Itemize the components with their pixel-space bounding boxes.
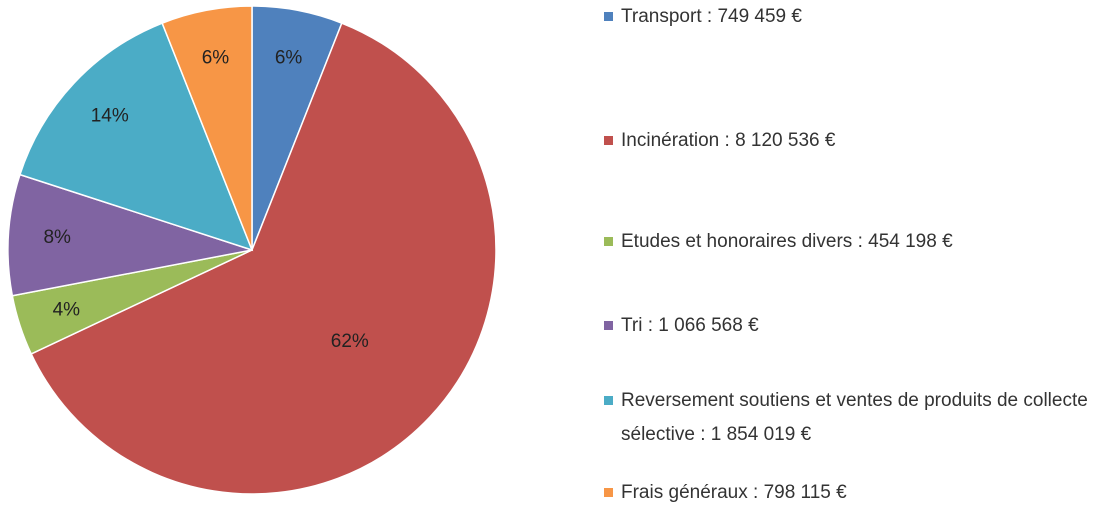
legend-label: Incinération : 8 120 536 € — [621, 130, 836, 151]
pie-slice — [30, 22, 497, 495]
slice-label: 4% — [53, 299, 81, 320]
legend-item: Reversement soutiens et ventes de produi… — [602, 384, 1112, 452]
legend-swatch — [604, 321, 613, 330]
slice-label: 6% — [202, 47, 230, 68]
legend-label: Reversement soutiens et ventes de produi… — [621, 390, 1088, 445]
pie-slice — [7, 173, 253, 297]
legend-swatch — [604, 136, 613, 145]
legend-label: Transport : 749 459 € — [621, 6, 802, 27]
legend-label: Etudes et honoraires divers : 454 198 € — [621, 231, 953, 252]
legend-label: Tri : 1 066 568 € — [621, 315, 759, 336]
pie-slice — [18, 22, 254, 252]
slice-label: 14% — [91, 105, 129, 126]
legend-item: Transport : 749 459 € — [602, 0, 1112, 34]
slice-label: 8% — [43, 227, 71, 248]
pie-chart: 6% 62% 4% 8% 14% 6% — [7, 5, 497, 495]
legend-item: Etudes et honoraires divers : 454 198 € — [602, 225, 1112, 259]
legend-label: Frais généraux : 798 115 € — [621, 482, 847, 503]
legend-swatch — [604, 12, 613, 21]
pie-slice — [161, 5, 253, 251]
legend-swatch — [604, 396, 613, 405]
legend-swatch — [604, 488, 613, 497]
legend-item: Frais généraux : 798 115 € — [602, 476, 1112, 509]
legend-item: Incinération : 8 120 536 € — [602, 124, 1112, 158]
legend-item: Tri : 1 066 568 € — [602, 309, 1112, 343]
legend-swatch — [604, 237, 613, 246]
slice-label: 62% — [331, 331, 369, 352]
slice-label: 6% — [275, 47, 303, 68]
